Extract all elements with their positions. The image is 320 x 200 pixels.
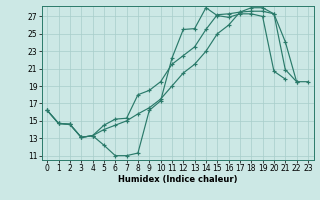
X-axis label: Humidex (Indice chaleur): Humidex (Indice chaleur) <box>118 175 237 184</box>
